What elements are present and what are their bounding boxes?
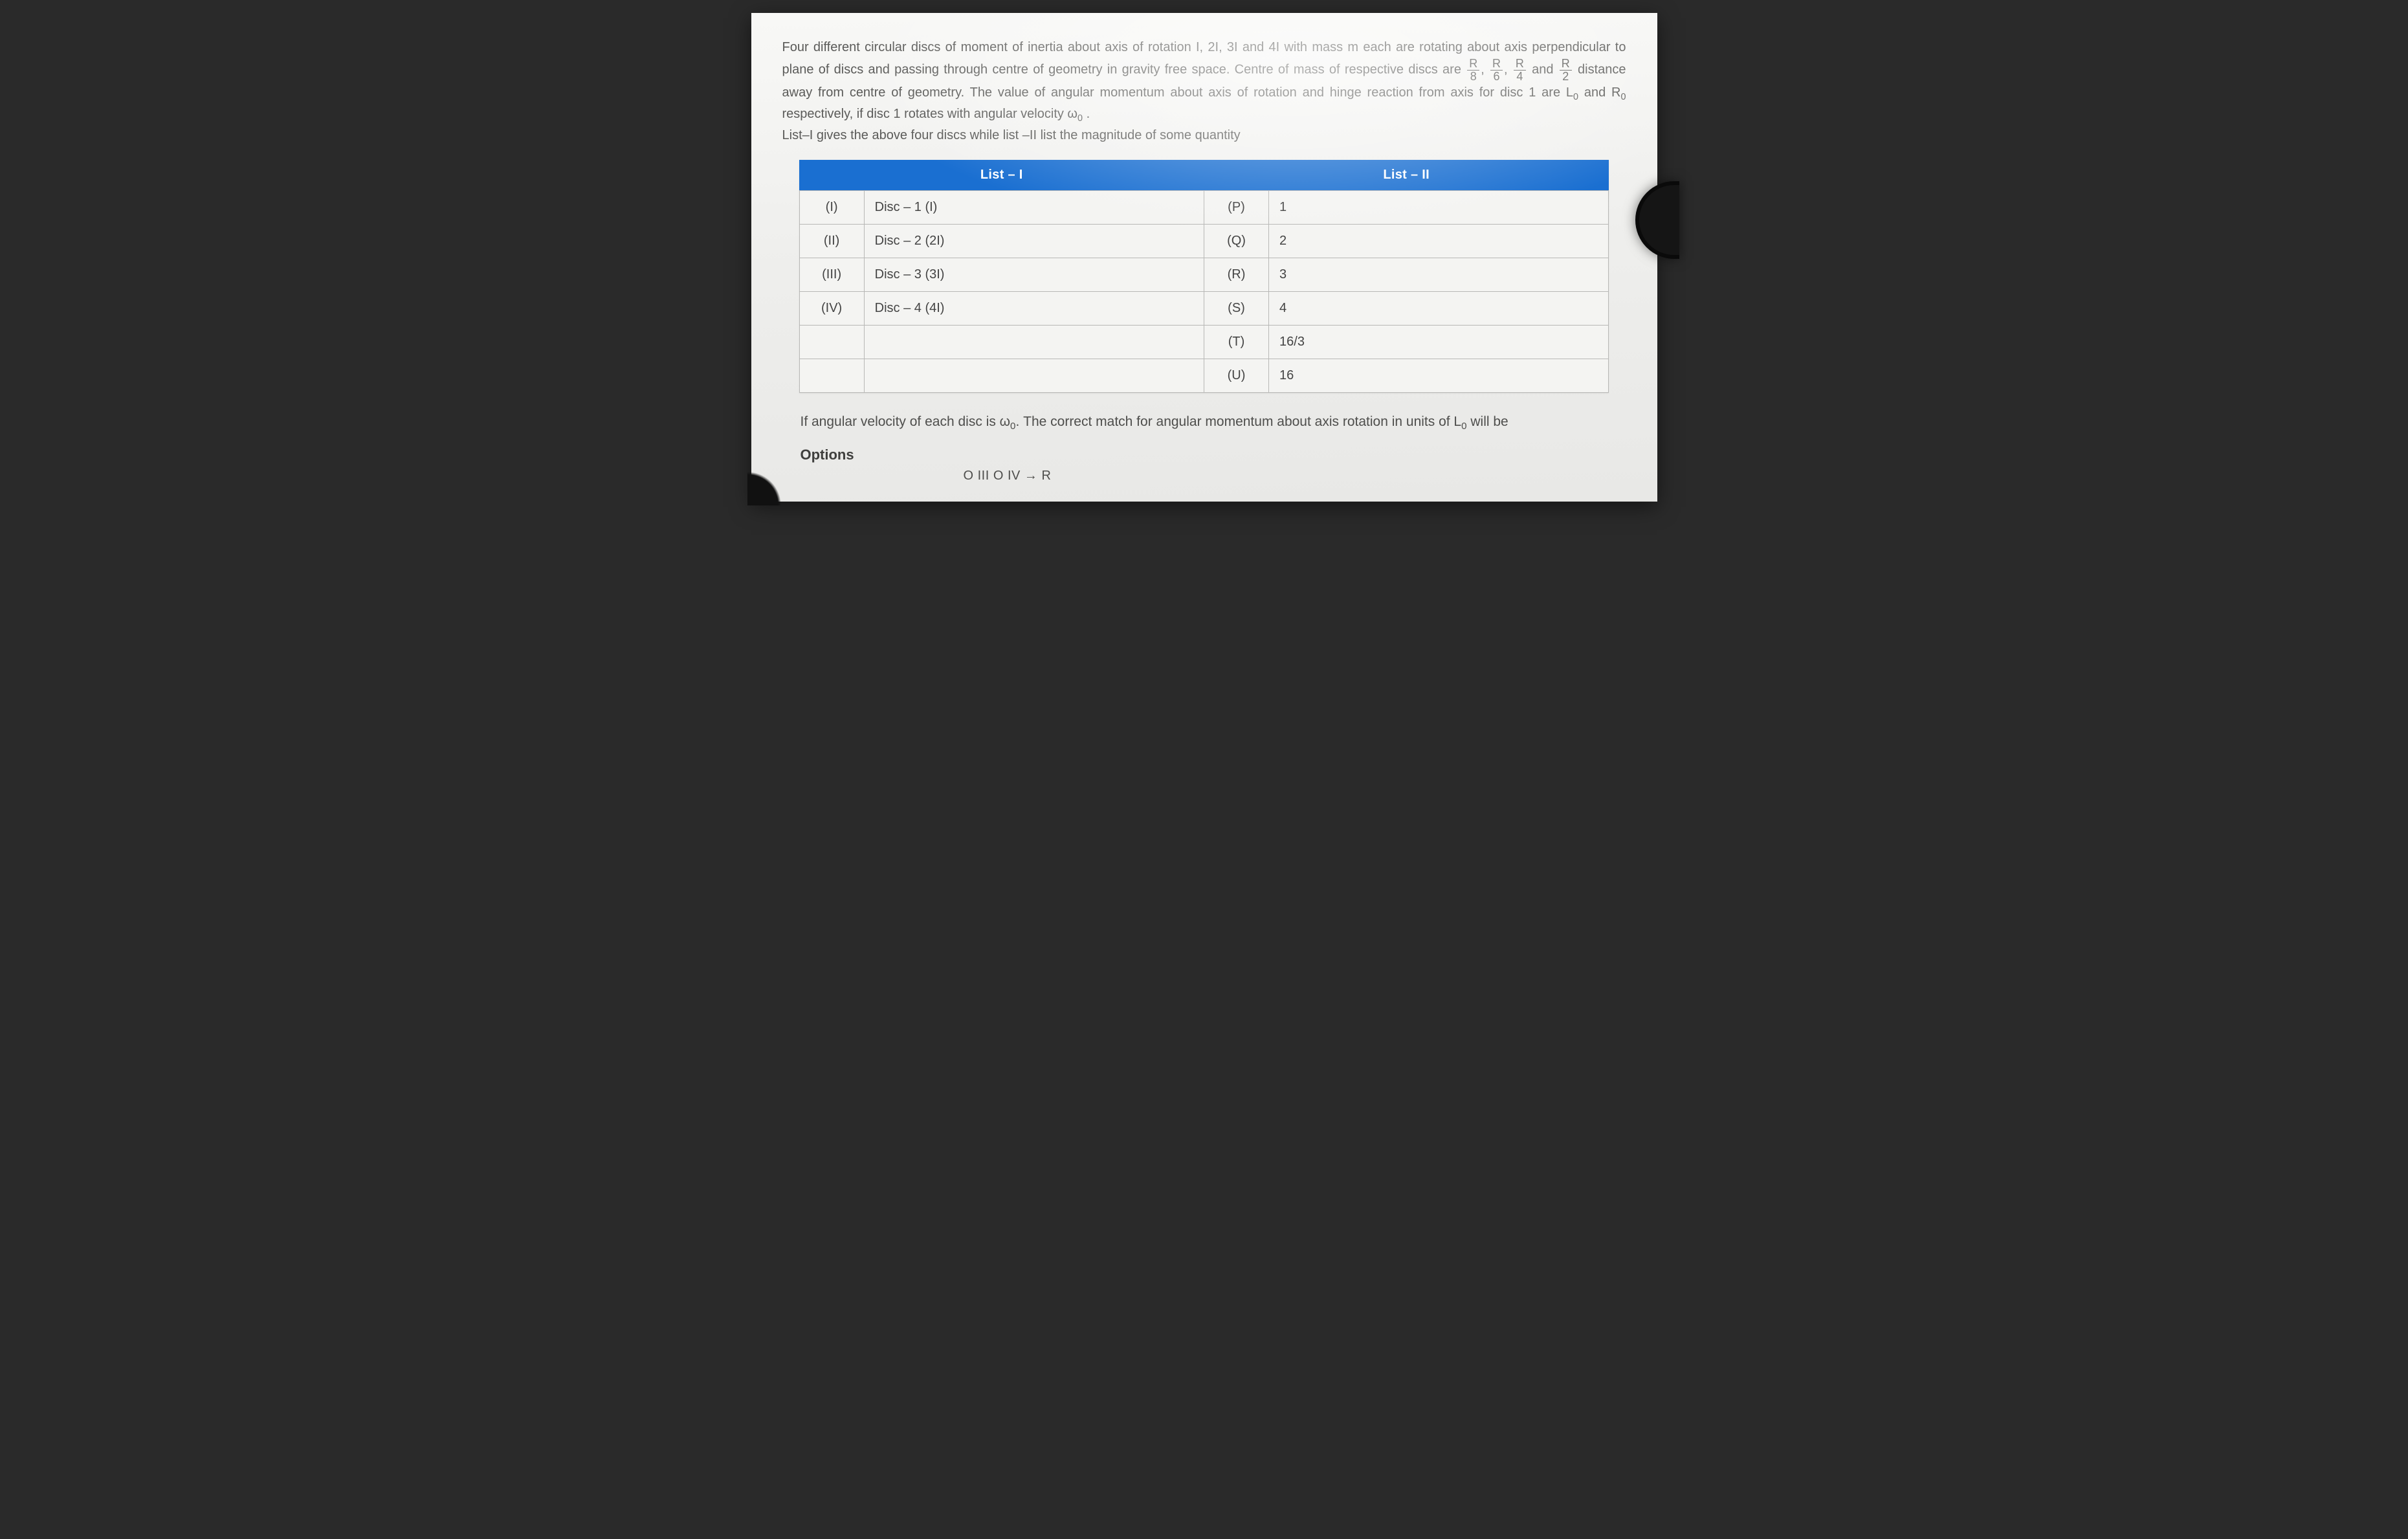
- row-val-r: 1: [1269, 191, 1609, 225]
- row-idx-l: (II): [799, 225, 864, 258]
- sub-0: 0: [1461, 421, 1466, 432]
- row-idx-r: (S): [1204, 292, 1268, 326]
- sub-0: 0: [1573, 92, 1578, 102]
- table-row: (I) Disc – 1 (I) (P) 1: [799, 191, 1609, 225]
- row-val-r: 2: [1269, 225, 1609, 258]
- frac-num: R: [1560, 58, 1572, 71]
- frac-den: 4: [1514, 71, 1525, 83]
- options-row-partial[interactable]: O III O IV → R: [964, 469, 1626, 483]
- ask-2: . The correct match for angular momentum…: [1015, 414, 1461, 429]
- q-text-3: and R: [1584, 85, 1621, 100]
- frac-num: R: [1514, 58, 1526, 71]
- table-row: (U) 16: [799, 359, 1609, 393]
- row-val-l: Disc – 2 (2I): [864, 225, 1204, 258]
- row-val-l: [864, 359, 1204, 393]
- device-edge-icon: [1635, 181, 1679, 259]
- frac-den: 2: [1560, 71, 1571, 83]
- frac-den: 6: [1492, 71, 1502, 83]
- fraction-r4: R 4: [1514, 58, 1526, 83]
- table-row: (III) Disc – 3 (3I) (R) 3: [799, 258, 1609, 292]
- frac-num: R: [1490, 58, 1503, 71]
- row-idx-l: (I): [799, 191, 864, 225]
- match-table: List – I List – II (I) Disc – 1 (I) (P) …: [799, 160, 1609, 393]
- sub-0: 0: [1620, 92, 1626, 102]
- row-val-l: Disc – 1 (I): [864, 191, 1204, 225]
- q-text-6: List–I gives the above four discs while …: [782, 128, 1241, 142]
- row-idx-r: (P): [1204, 191, 1268, 225]
- row-val-l: Disc – 3 (3I): [864, 258, 1204, 292]
- row-val-l: [864, 326, 1204, 359]
- row-idx-r: (R): [1204, 258, 1268, 292]
- row-val-r: 4: [1269, 292, 1609, 326]
- question-page: Four different circular discs of moment …: [751, 13, 1657, 502]
- ask-1: If angular velocity of each disc is ω: [801, 414, 1011, 429]
- row-idx-l: (III): [799, 258, 864, 292]
- ask-3: will be: [1467, 414, 1508, 429]
- header-list-1: List – I: [799, 160, 1204, 191]
- fraction-r6: R 6: [1490, 58, 1503, 83]
- table-row: (IV) Disc – 4 (4I) (S) 4: [799, 292, 1609, 326]
- fraction-r2: R 2: [1560, 58, 1572, 83]
- photo-corner-shadow: [747, 454, 799, 505]
- options-label: Options: [801, 447, 1626, 463]
- question-paragraph: Four different circular discs of moment …: [782, 38, 1626, 146]
- sep: ,: [1481, 63, 1489, 77]
- table-body: (I) Disc – 1 (I) (P) 1 (II) Disc – 2 (2I…: [799, 191, 1609, 393]
- table-row: (II) Disc – 2 (2I) (Q) 2: [799, 225, 1609, 258]
- header-list-2: List – II: [1204, 160, 1608, 191]
- sep: and: [1527, 63, 1558, 77]
- q-text-4: respectively, if disc 1 rotates with ang…: [782, 107, 1078, 121]
- row-idx-r: (T): [1204, 326, 1268, 359]
- row-idx-l: [799, 359, 864, 393]
- row-idx-r: (U): [1204, 359, 1268, 393]
- sep: ,: [1504, 63, 1512, 77]
- table-row: (T) 16/3: [799, 326, 1609, 359]
- sub-question: If angular velocity of each disc is ω 0. …: [801, 411, 1626, 434]
- sub-0: 0: [1077, 113, 1083, 124]
- row-val-r: 16: [1269, 359, 1609, 393]
- row-val-r: 3: [1269, 258, 1609, 292]
- q-text-5: .: [1087, 107, 1090, 121]
- fraction-r8: R 8: [1467, 58, 1479, 83]
- row-idx-l: (IV): [799, 292, 864, 326]
- row-val-l: Disc – 4 (4I): [864, 292, 1204, 326]
- frac-den: 8: [1468, 71, 1479, 83]
- row-idx-l: [799, 326, 864, 359]
- row-idx-r: (Q): [1204, 225, 1268, 258]
- row-val-r: 16/3: [1269, 326, 1609, 359]
- table-header-row: List – I List – II: [799, 160, 1609, 191]
- frac-num: R: [1467, 58, 1479, 71]
